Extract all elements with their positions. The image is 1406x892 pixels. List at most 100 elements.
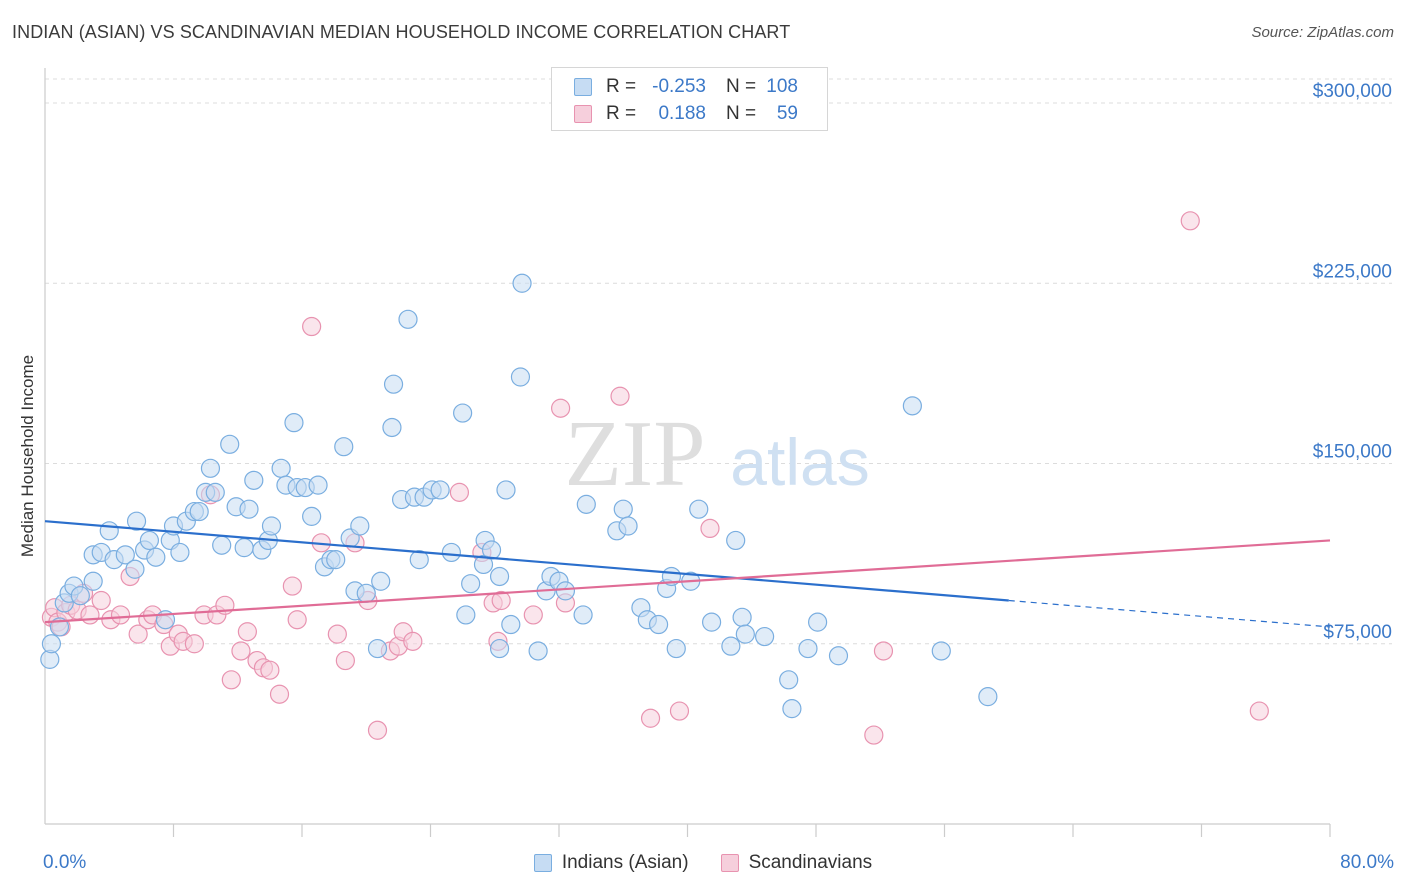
indians-point [409,550,429,570]
scandinavians-point [491,590,511,611]
indians-point [512,273,532,293]
trend-line-indians-extension [1008,599,1331,628]
y-tick-label: $225,000 [1313,261,1392,282]
indians-point [126,511,147,531]
scandinavians-point [237,622,257,642]
indians-point [528,641,548,661]
legend-label-indians: Indians (Asian) [561,852,689,873]
indians-point [726,530,746,551]
indians-point [782,699,802,719]
legend-n-value: 108 [766,76,798,97]
indians-point [356,583,376,603]
indians-point [648,614,669,635]
indians-point [350,516,370,536]
series-indians-points [40,273,998,719]
scandinavians-point [640,708,661,728]
legend-n-label: N = [726,103,757,124]
legend-item-scandinavians[interactable]: Scandinavians [720,852,873,874]
indians-point [334,437,354,457]
indians-point [205,482,225,502]
indians-point [115,545,135,565]
trend-lines [44,520,1331,628]
indians-point [371,571,391,591]
legend-row-scandinavians: R = 0.188 N = 59 [574,101,798,127]
scandinavians-point [335,650,355,671]
scandinavians-point [110,605,131,625]
scandinavians-point [269,684,290,704]
indians-point [441,542,461,563]
source-credit: Source: ZipAtlas.com [1251,24,1394,41]
indians-point [430,480,450,500]
indians-point [735,624,755,644]
y-tick-label: $150,000 [1313,442,1392,463]
scandinavians-point [449,482,470,502]
trend-line-scandinavians [44,539,1331,624]
indians-point [70,586,90,606]
indians-point [666,638,686,659]
indians-point [978,687,998,707]
indians-point [244,470,264,490]
legend-label-scandinavians: Scandinavians [748,852,873,873]
x-tick-label-max: 80.0% [1340,852,1394,873]
indians-point [489,566,510,587]
indians-point [510,367,531,387]
indians-point [367,638,388,659]
indians-point [139,530,160,551]
scandinavians-point [523,605,543,625]
legend-row-indians: R = -0.253 N = 108 [574,74,798,100]
legend-item-indians[interactable]: Indians (Asian) [533,852,689,874]
legend-r-value: 0.188 [658,103,706,124]
indians-point [271,458,291,478]
scandinavians-point [260,660,280,680]
legend-r-label: R = [606,76,637,97]
scandinavians-point [1180,211,1200,231]
correlation-legend: R = -0.253 N = 108 R = 0.188 N = 59 [551,67,828,131]
indians-point [613,499,633,519]
legend-swatch-blue [533,854,552,872]
indians-point [453,403,473,423]
legend-n-value: 59 [776,103,798,124]
legend-r-value: -0.253 [652,76,706,97]
indians-point [220,434,240,454]
indians-point [576,494,596,514]
indians-point [754,626,775,647]
scandinavians-point [873,641,894,661]
y-tick-label: $75,000 [1323,622,1392,643]
scandinavians-point [327,624,347,644]
indians-point [308,475,328,495]
legend-swatch-pink [720,854,739,872]
indians-point [555,581,576,601]
scandinavians-point [302,316,322,337]
indians-point [808,612,828,632]
indians-point [383,374,404,394]
scandinavians-point [367,720,388,740]
scandinavians-point [864,725,884,745]
legend-swatch-pink [574,105,592,123]
indians-point [798,638,818,659]
scandinavians-point [282,576,302,596]
indians-point [689,499,709,519]
indians-point [200,458,221,478]
indians-point [496,480,516,500]
scandinavians-point [669,701,690,721]
scandinavians-point [1249,701,1269,721]
indians-point [721,636,741,656]
indians-point [456,605,476,625]
indians-point [931,641,951,661]
indians-point [618,516,638,536]
gridlines [45,78,1392,645]
indians-point [189,501,209,522]
series-legend: Indians (Asian) Scandinavians [0,852,1406,874]
legend-r-label: R = [606,103,637,124]
scandinavians-point [221,670,241,690]
indians-point [501,614,521,635]
indians-point [41,634,62,654]
x-tick-label-min: 0.0% [43,852,87,873]
indians-point [732,607,752,627]
scandinavians-point [551,398,571,418]
y-tick-labels: $75,000 $150,000 $225,000 $300,000 [1313,81,1392,643]
indians-point [326,550,346,570]
indians-point [473,554,494,575]
indians-point [125,559,145,579]
